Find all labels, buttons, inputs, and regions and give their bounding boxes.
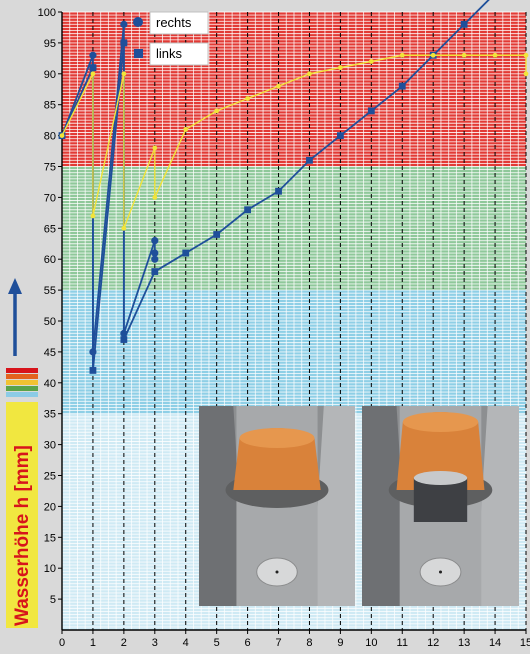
- x-tick-label: 15: [520, 637, 530, 649]
- x-tick-label: 11: [397, 637, 408, 649]
- y-tick-label: 5: [50, 594, 56, 606]
- data-point: [120, 21, 127, 28]
- legend-marker: [134, 49, 143, 58]
- y-tick-label: 95: [44, 38, 56, 50]
- data-point: [337, 132, 344, 139]
- data-point: [183, 127, 188, 132]
- ylabel-color-stripe: [6, 386, 38, 391]
- metal-sleeve-rim: [414, 471, 467, 485]
- y-tick-label: 50: [44, 316, 56, 328]
- x-tick-label: 3: [152, 637, 158, 649]
- data-point: [90, 367, 97, 374]
- data-point: [214, 108, 219, 113]
- x-tick-label: 4: [183, 637, 189, 649]
- orange-cap-top: [240, 428, 315, 448]
- photo-2: [362, 406, 519, 606]
- y-tick-label: 20: [44, 501, 56, 513]
- data-point: [461, 21, 468, 28]
- data-point: [399, 83, 406, 90]
- ylabel-color-stripe: [6, 392, 38, 397]
- data-point: [91, 214, 96, 219]
- y-tick-label: 65: [44, 223, 56, 235]
- y-tick-label: 30: [44, 440, 56, 452]
- data-point: [60, 133, 65, 138]
- ylabel-color-stripe: [6, 380, 38, 385]
- x-tick-label: 1: [90, 637, 96, 649]
- x-tick-label: 12: [427, 637, 439, 649]
- y-tick-label: 70: [44, 192, 56, 204]
- data-point: [120, 336, 127, 343]
- x-tick-label: 9: [337, 637, 343, 649]
- data-point: [89, 52, 96, 59]
- data-point: [151, 268, 158, 275]
- y-tick-label: 25: [44, 471, 56, 483]
- drain-center-dot: [276, 571, 279, 574]
- data-point: [275, 188, 282, 195]
- data-point: [307, 71, 312, 76]
- legend-label: links: [156, 46, 183, 61]
- y-tick-label: 80: [44, 131, 56, 143]
- photo-1: [199, 406, 355, 606]
- y-tick-label: 100: [38, 7, 56, 19]
- data-point: [524, 71, 529, 76]
- x-tick-label: 7: [275, 637, 281, 649]
- y-axis-label: Wasserhöhe h [mm]: [12, 445, 33, 626]
- data-point: [182, 250, 189, 257]
- data-point: [121, 226, 126, 231]
- x-tick-label: 5: [214, 637, 220, 649]
- legend-label: rechts: [156, 15, 192, 30]
- y-axis-label-group: Wasserhöhe h [mm]: [6, 278, 38, 628]
- y-tick-label: 35: [44, 409, 56, 421]
- data-point: [306, 157, 313, 164]
- data-point: [151, 256, 158, 263]
- y-tick-label: 10: [44, 563, 56, 575]
- data-point: [120, 40, 127, 47]
- data-point: [151, 249, 158, 256]
- data-point: [276, 84, 281, 89]
- x-tick-label: 2: [121, 637, 127, 649]
- y-tick-label: 75: [44, 162, 56, 174]
- drain-center-dot: [439, 571, 442, 574]
- data-point: [152, 195, 157, 200]
- x-tick-label: 8: [306, 637, 312, 649]
- y-tick-label: 45: [44, 347, 56, 359]
- data-point: [91, 71, 96, 76]
- data-point: [524, 53, 529, 58]
- data-point: [462, 53, 467, 58]
- x-tick-label: 6: [245, 637, 251, 649]
- y-tick-label: 15: [44, 532, 56, 544]
- ylabel-color-stripe: [6, 374, 38, 379]
- data-point: [244, 206, 251, 213]
- data-point: [369, 59, 374, 64]
- ylabel-color-stripe: [6, 368, 38, 373]
- data-point: [152, 146, 157, 151]
- data-point: [245, 96, 250, 101]
- data-point: [431, 53, 436, 58]
- x-tick-label: 14: [489, 637, 501, 649]
- x-tick-label: 0: [59, 637, 65, 649]
- y-tick-label: 55: [44, 285, 56, 297]
- data-point: [493, 53, 498, 58]
- data-point: [368, 107, 375, 114]
- legend-marker: [133, 17, 143, 27]
- orange-cap-top: [403, 412, 478, 432]
- y-tick-label: 40: [44, 378, 56, 390]
- data-point: [90, 64, 97, 71]
- upward-arrow-head: [8, 278, 22, 294]
- y-tick-label: 85: [44, 100, 56, 112]
- data-point: [213, 231, 220, 238]
- x-tick-label: 13: [458, 637, 470, 649]
- data-point: [151, 237, 158, 244]
- data-point: [338, 65, 343, 70]
- y-tick-label: 90: [44, 69, 56, 81]
- data-point: [121, 71, 126, 76]
- y-tick-label: 60: [44, 254, 56, 266]
- data-point: [400, 53, 405, 58]
- x-tick-label: 10: [365, 637, 377, 649]
